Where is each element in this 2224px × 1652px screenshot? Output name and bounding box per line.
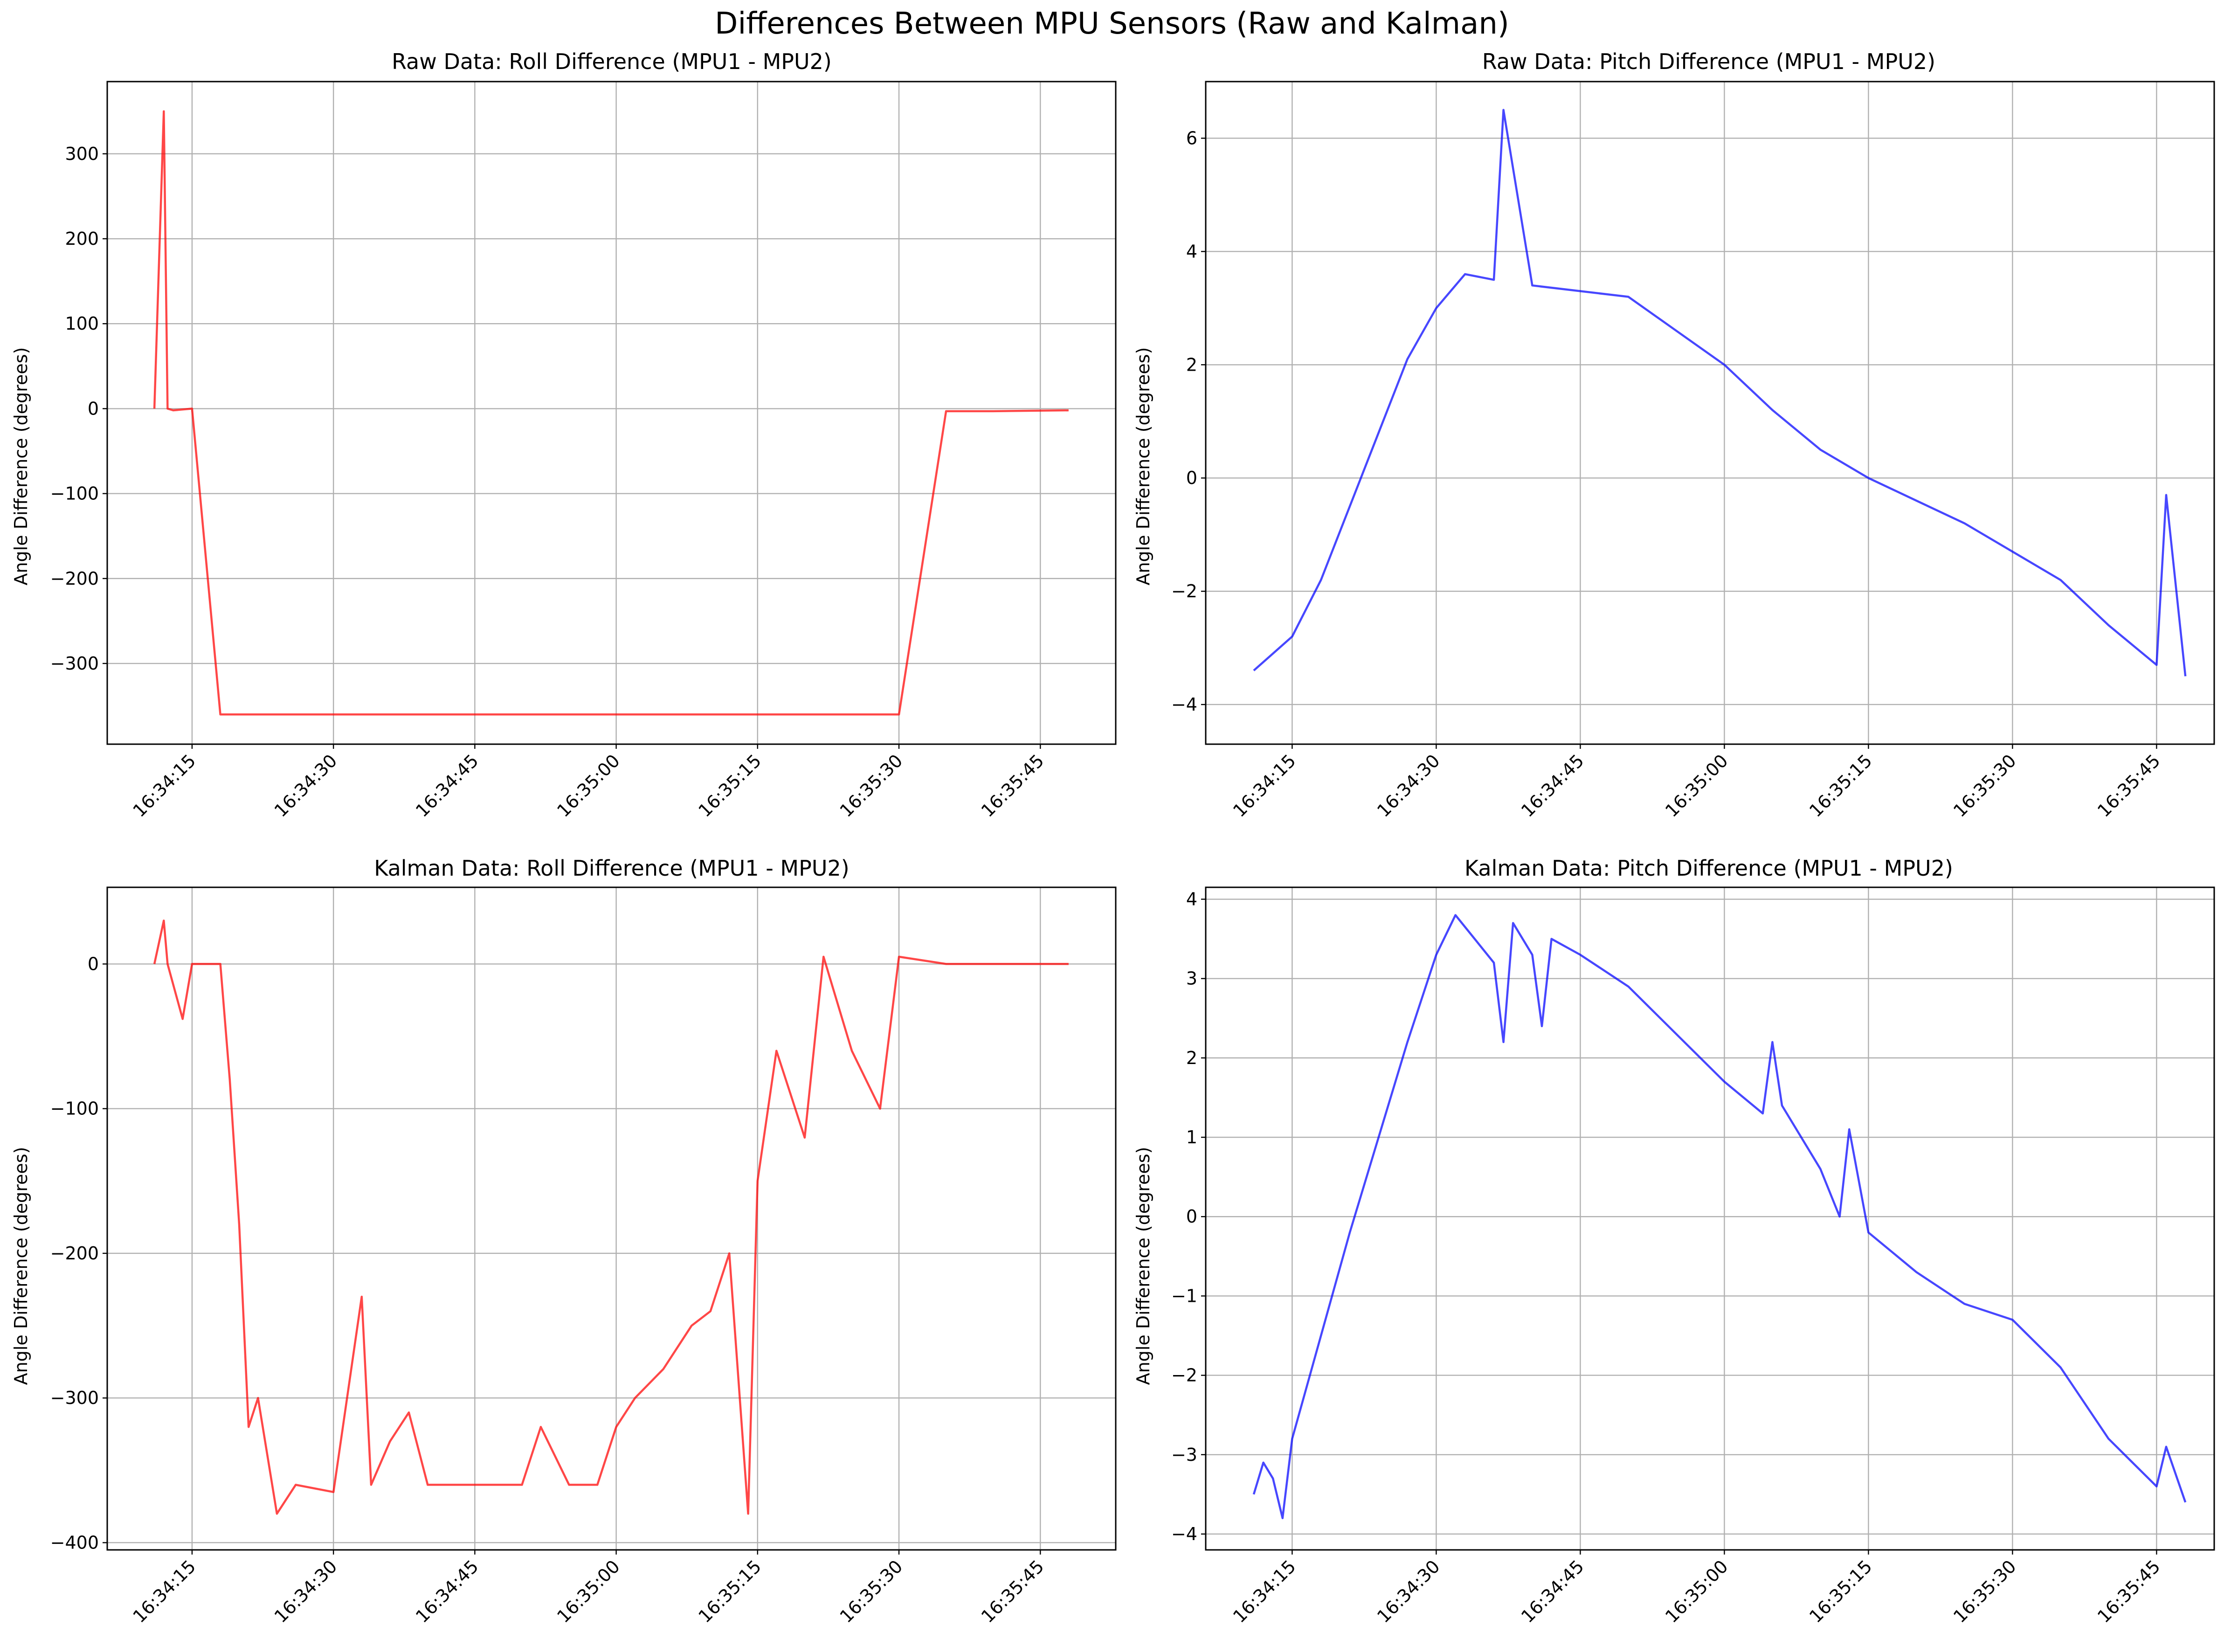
- y-tick-label: 100: [65, 313, 99, 334]
- line-series-kalman-roll: [153, 919, 1069, 1515]
- line-series-raw-roll: [153, 110, 1069, 716]
- chart-raw-pitch: Raw Data: Pitch Difference (MPU1 - MPU2)…: [1133, 49, 2215, 821]
- y-tick-label: 0: [1186, 1206, 1197, 1227]
- line-series-kalman-pitch: [1252, 914, 2187, 1520]
- x-ticks-kalman-roll: 16:34:15 16:34:30 16:34:45 16:35:00 16:35:15…: [129, 1550, 1048, 1627]
- x-tick-label: 16:35:15: [694, 1556, 765, 1627]
- chart-title-raw-pitch: Raw Data: Pitch Difference (MPU1 - MPU2): [1482, 49, 1935, 74]
- y-tick-label: −2: [1171, 1365, 1197, 1386]
- x-ticks-raw-roll: 16:34:15 16:34:30 16:34:45 16:35:00 16:35:15…: [129, 744, 1048, 821]
- x-tick-label: 16:34:30: [1373, 1556, 1444, 1627]
- y-tick-label: 4: [1186, 241, 1197, 262]
- y-ticks-raw-pitch: 6 4 2 0 −2 −4: [1171, 128, 1206, 715]
- y-tick-label: 0: [88, 954, 99, 974]
- y-tick-label: −3: [1171, 1445, 1197, 1465]
- y-tick-label: 2: [1186, 354, 1197, 375]
- chart-title-kalman-roll: Kalman Data: Roll Difference (MPU1 - MPU…: [374, 856, 850, 881]
- x-ticks-kalman-pitch: 16:34:15 16:34:30 16:34:45 16:35:00 16:35:15…: [1229, 1550, 2164, 1627]
- y-axis-label-raw-pitch: Angle Difference (degrees): [1133, 347, 1153, 586]
- x-tick-label: 16:34:45: [412, 750, 483, 821]
- x-tick-label: 16:35:15: [1805, 750, 1876, 821]
- x-tick-label: 16:34:15: [129, 750, 200, 821]
- y-ticks-kalman-pitch: 4 3 2 1 0 −1 −2 −3 −4: [1171, 889, 1206, 1544]
- x-ticks-raw-pitch: 16:34:15 16:34:30 16:34:45 16:35:00 16:35:15…: [1229, 744, 2164, 821]
- grid-raw-pitch: [1206, 82, 2214, 744]
- x-tick-label: 16:34:15: [1229, 750, 1300, 821]
- chart-raw-roll: Raw Data: Roll Difference (MPU1 - MPU2) …: [11, 49, 1117, 821]
- line-series-raw-pitch: [1253, 109, 2187, 677]
- x-tick-label: 16:34:15: [1229, 1556, 1300, 1627]
- x-tick-label: 16:34:45: [1517, 1556, 1588, 1627]
- x-tick-label: 16:34:45: [412, 1556, 483, 1627]
- y-tick-label: −100: [50, 1099, 99, 1119]
- plot-area-raw-roll: [106, 81, 1117, 745]
- x-tick-label: 16:34:30: [1373, 750, 1444, 821]
- chart-kalman-roll: Kalman Data: Roll Difference (MPU1 - MPU…: [11, 856, 1117, 1627]
- x-tick-label: 16:35:45: [977, 750, 1048, 821]
- y-tick-label: −400: [50, 1532, 99, 1553]
- y-tick-label: −300: [50, 1388, 99, 1408]
- figure-title: Differences Between MPU Sensors (Raw and…: [715, 7, 1509, 41]
- data-line: [153, 919, 1069, 1515]
- x-tick-label: 16:35:45: [977, 1556, 1048, 1627]
- y-tick-label: 3: [1186, 968, 1197, 989]
- y-tick-label: 4: [1186, 889, 1197, 910]
- y-tick-label: 0: [88, 398, 99, 419]
- x-tick-label: 16:34:30: [270, 1556, 341, 1627]
- y-tick-label: −1: [1171, 1286, 1197, 1306]
- data-line: [1253, 109, 2187, 677]
- x-tick-label: 16:35:30: [1949, 750, 2020, 821]
- x-tick-label: 16:35:00: [553, 750, 624, 821]
- grid-kalman-pitch: [1206, 887, 2214, 1550]
- x-tick-label: 16:35:15: [694, 750, 765, 821]
- x-tick-label: 16:35:15: [1805, 1556, 1876, 1627]
- x-tick-label: 16:35:30: [836, 750, 907, 821]
- x-tick-label: 16:35:45: [2093, 750, 2164, 821]
- y-tick-label: 1: [1186, 1127, 1197, 1147]
- x-tick-label: 16:35:30: [1949, 1556, 2020, 1627]
- y-tick-label: −4: [1171, 1524, 1197, 1544]
- y-tick-label: −100: [50, 484, 99, 504]
- data-line: [153, 110, 1069, 716]
- y-tick-label: −2: [1171, 581, 1197, 601]
- y-axis-label-kalman-roll: Angle Difference (degrees): [11, 1147, 31, 1385]
- chart-title-raw-roll: Raw Data: Roll Difference (MPU1 - MPU2): [392, 49, 832, 74]
- x-tick-label: 16:35:45: [2093, 1556, 2164, 1627]
- x-tick-label: 16:35:00: [1661, 750, 1732, 821]
- x-tick-label: 16:34:45: [1517, 750, 1588, 821]
- y-tick-label: 0: [1186, 468, 1197, 488]
- grid-raw-roll: [107, 82, 1116, 744]
- grid-kalman-roll: [107, 887, 1116, 1550]
- y-axis-label-raw-roll: Angle Difference (degrees): [11, 347, 31, 586]
- y-axis-label-kalman-pitch: Angle Difference (degrees): [1133, 1147, 1153, 1385]
- y-tick-label: −300: [50, 653, 99, 674]
- plot-area-kalman-roll: [106, 886, 1117, 1551]
- y-ticks-raw-roll: 300 200 100 0 −100 −200 −300: [50, 144, 107, 674]
- x-tick-label: 16:35:30: [836, 1556, 907, 1627]
- x-tick-label: 16:35:00: [553, 1556, 624, 1627]
- plot-area-kalman-pitch: [1205, 886, 2215, 1551]
- x-tick-label: 16:34:30: [270, 750, 341, 821]
- y-ticks-kalman-roll: 0 −100 −200 −300 −400: [50, 954, 107, 1553]
- y-tick-label: 300: [65, 144, 99, 164]
- chart-kalman-pitch: Kalman Data: Pitch Difference (MPU1 - MP…: [1133, 856, 2215, 1627]
- y-tick-label: 6: [1186, 128, 1197, 148]
- y-tick-label: 200: [65, 228, 99, 249]
- chart-title-kalman-pitch: Kalman Data: Pitch Difference (MPU1 - MP…: [1464, 856, 1953, 881]
- plot-area-raw-pitch: [1205, 81, 2215, 745]
- y-tick-label: −200: [50, 568, 99, 589]
- y-tick-label: 2: [1186, 1048, 1197, 1068]
- y-tick-label: −200: [50, 1243, 99, 1264]
- data-line: [1252, 914, 2187, 1520]
- y-tick-label: −4: [1171, 694, 1197, 715]
- x-tick-label: 16:34:15: [129, 1556, 200, 1627]
- x-tick-label: 16:35:00: [1661, 1556, 1732, 1627]
